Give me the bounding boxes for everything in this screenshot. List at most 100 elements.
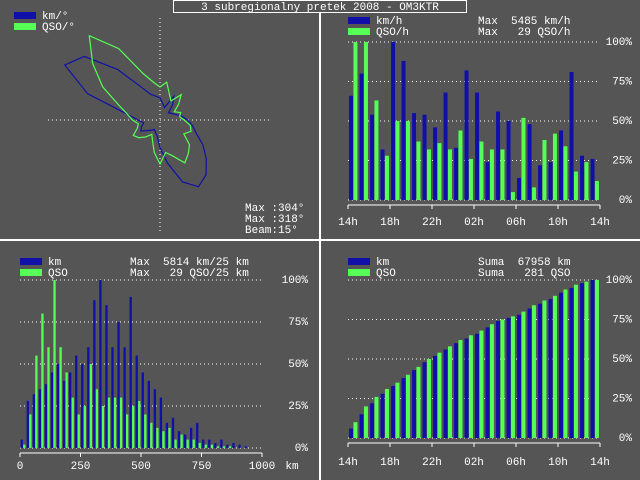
bar — [517, 177, 522, 200]
y-tick-label: 25% — [612, 155, 632, 167]
bar — [590, 280, 595, 438]
bar — [447, 149, 452, 200]
bar — [69, 372, 72, 448]
bar — [433, 127, 438, 200]
bar — [391, 42, 396, 200]
bar — [573, 171, 578, 200]
bar — [89, 364, 92, 448]
bar — [416, 141, 421, 200]
polar-line — [63, 55, 207, 188]
bar — [468, 335, 473, 438]
bar — [359, 414, 364, 438]
bar — [454, 147, 459, 200]
bar — [62, 380, 66, 448]
bar — [542, 139, 547, 200]
legend-swatch — [348, 17, 370, 24]
bar — [198, 442, 201, 448]
bar — [159, 397, 163, 448]
bar — [132, 406, 135, 448]
bar — [454, 343, 459, 438]
bar — [401, 60, 406, 201]
bar — [32, 394, 36, 448]
bar — [395, 121, 400, 200]
x-tick-label: 22h — [422, 457, 442, 469]
legend-label: QSO/h — [376, 27, 409, 39]
bar — [93, 300, 96, 448]
legend-swatch — [20, 258, 42, 265]
y-tick-label: 75% — [612, 76, 632, 88]
bar — [105, 305, 108, 448]
bar — [41, 313, 44, 448]
bar — [412, 370, 417, 438]
x-tick-label: 750 — [192, 461, 212, 473]
title-box — [173, 0, 467, 13]
bar — [584, 162, 589, 200]
x-tick-label: 22h — [422, 217, 442, 229]
bar — [216, 446, 220, 448]
bar — [405, 374, 410, 438]
bar — [542, 300, 547, 438]
bar — [196, 422, 199, 448]
bar — [485, 327, 490, 438]
bar — [117, 322, 120, 448]
bar — [426, 149, 431, 200]
bar — [180, 434, 183, 448]
bar — [580, 155, 585, 200]
legend-swatch — [348, 28, 370, 35]
bar — [479, 141, 484, 200]
bar — [87, 347, 90, 448]
bar — [464, 70, 469, 200]
bar — [517, 314, 522, 438]
bar — [26, 400, 29, 448]
polar-line — [88, 34, 192, 166]
bar — [226, 444, 229, 448]
bar — [496, 111, 501, 200]
bar — [370, 403, 375, 438]
bar — [83, 406, 86, 448]
legend-label: QSO/° — [42, 22, 75, 34]
bar — [563, 146, 568, 200]
bar — [433, 355, 438, 438]
bar — [443, 92, 448, 200]
divider-horizontal — [0, 239, 640, 241]
y-tick-label: 100% — [282, 275, 309, 287]
bar — [135, 355, 138, 448]
bar — [573, 284, 578, 438]
bar — [244, 446, 247, 448]
bar — [138, 400, 141, 448]
bar — [129, 296, 132, 448]
bar — [374, 396, 379, 438]
bar — [422, 362, 427, 438]
bar — [559, 130, 564, 200]
y-tick-label: 75% — [288, 317, 308, 329]
bar — [458, 130, 463, 200]
x-tick-label: 10h — [548, 457, 568, 469]
bar — [111, 347, 114, 448]
legend-label: QSO — [376, 268, 396, 280]
x-tick-label: 14h — [338, 457, 358, 469]
bar — [220, 439, 223, 448]
bar — [168, 427, 171, 448]
legend-annotation: Max 5814 km/25 km — [130, 257, 249, 269]
bar — [527, 124, 532, 200]
x-tick-label: 14h — [590, 217, 610, 229]
x-tick-label: 14h — [590, 457, 610, 469]
bar — [500, 149, 505, 200]
bar — [538, 165, 543, 200]
bar — [77, 414, 80, 448]
bar — [153, 389, 157, 448]
bar — [363, 42, 368, 200]
bar — [210, 444, 213, 448]
bar — [144, 414, 147, 448]
bar — [53, 280, 56, 448]
bar — [165, 422, 169, 448]
x-tick-label: 500 — [131, 461, 151, 473]
bar — [426, 359, 431, 438]
bar — [71, 397, 74, 448]
bar — [125, 414, 129, 448]
bar — [422, 114, 427, 200]
x-tick-label: 06h — [506, 217, 526, 229]
bar — [563, 289, 568, 438]
